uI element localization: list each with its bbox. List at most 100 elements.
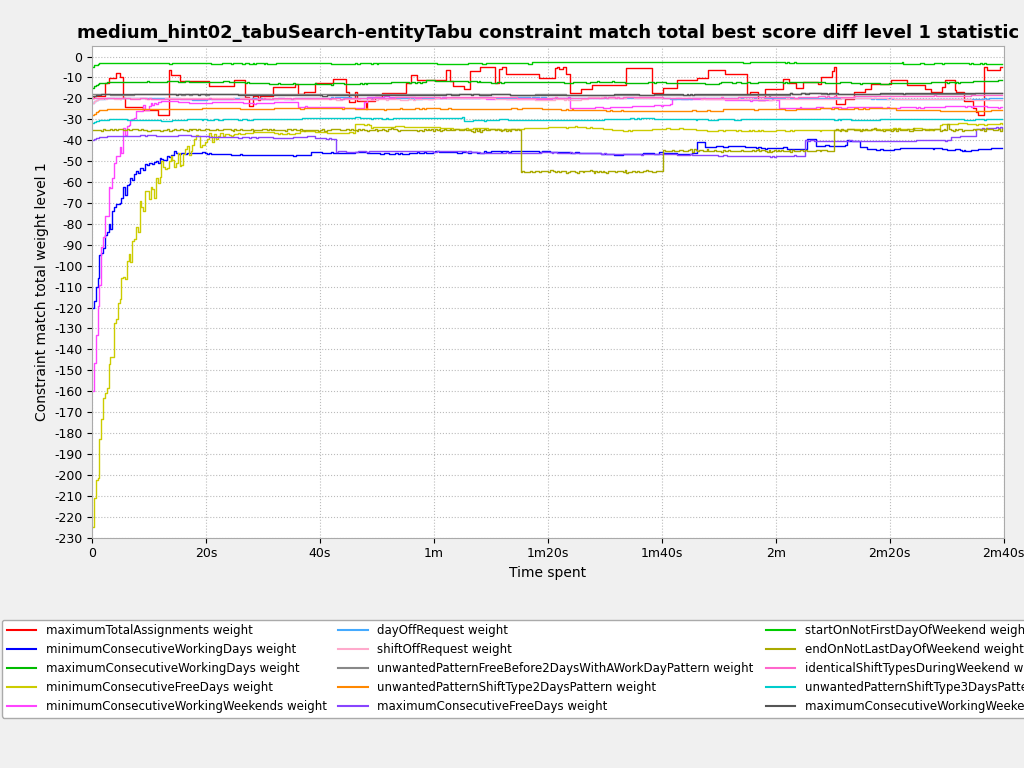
- unwantedPatternFreeBefore2DaysWithAWorkDayPattern weight: [834, 89, 846, 98]
- unwantedPatternShiftType3DaysPattern weight: [86, 119, 98, 128]
- Line: maximumConsecutiveFreeDays weight: maximumConsecutiveFreeDays weight: [92, 127, 1001, 157]
- maximumTotalAssignments weight: [631, 63, 643, 72]
- unwantedPatternFreeBefore2DaysWithAWorkDayPattern weight: [518, 90, 530, 99]
- maximumTotalAssignments weight: [152, 111, 164, 120]
- dayOffRequest weight: [834, 94, 846, 103]
- maximumConsecutiveFreeDays weight: [579, 149, 591, 158]
- unwantedPatternShiftType2DaysPattern weight: [518, 104, 530, 113]
- maximumConsecutiveFreeDays weight: [628, 149, 640, 158]
- unwantedPatternShiftType2DaysPattern weight: [834, 104, 846, 113]
- unwantedPatternFreeBefore2DaysWithAWorkDayPattern weight: [86, 90, 98, 99]
- Line: minimumConsecutiveFreeDays weight: minimumConsecutiveFreeDays weight: [92, 123, 1001, 527]
- minimumConsecutiveWorkingDays weight: [995, 144, 1008, 153]
- Line: shiftOffRequest weight: shiftOffRequest weight: [92, 98, 1001, 103]
- shiftOffRequest weight: [518, 94, 530, 104]
- maximumConsecutiveWorkingDays weight: [425, 75, 437, 84]
- unwantedPatternFreeBefore2DaysWithAWorkDayPattern weight: [523, 90, 536, 99]
- minimumConsecutiveWorkingDays weight: [86, 303, 98, 312]
- Line: maximumTotalAssignments weight: maximumTotalAssignments weight: [92, 67, 1001, 115]
- minimumConsecutiveWorkingDays weight: [808, 134, 820, 144]
- maximumConsecutiveWorkingDays weight: [525, 77, 538, 86]
- Line: unwantedPatternShiftType2DaysPattern weight: unwantedPatternShiftType2DaysPattern wei…: [92, 108, 1001, 115]
- maximumConsecutiveWorkingDays weight: [86, 83, 98, 92]
- Line: identicalShiftTypesDuringWeekend weight: identicalShiftTypesDuringWeekend weight: [92, 94, 1001, 99]
- maximumConsecutiveFreeDays weight: [518, 148, 530, 157]
- maximumTotalAssignments weight: [86, 94, 98, 103]
- endOnNotLastDayOfWeekend weight: [621, 168, 633, 177]
- maximumTotalAssignments weight: [978, 62, 990, 71]
- endOnNotLastDayOfWeekend weight: [995, 124, 1008, 134]
- minimumConsecutiveWorkingDays weight: [834, 141, 846, 151]
- maximumConsecutiveWorkingWeekends weight: [579, 90, 591, 99]
- minimumConsecutiveFreeDays weight: [523, 123, 536, 132]
- maximumTotalAssignments weight: [527, 69, 540, 78]
- startOnNotFirstDayOfWeekend weight: [630, 58, 642, 67]
- unwantedPatternFreeBefore2DaysWithAWorkDayPattern weight: [995, 89, 1008, 98]
- maximumConsecutiveWorkingWeekends weight: [628, 90, 640, 99]
- unwantedPatternShiftType3DaysPattern weight: [352, 113, 365, 122]
- startOnNotFirstDayOfWeekend weight: [523, 59, 536, 68]
- unwantedPatternShiftType3DaysPattern weight: [520, 115, 532, 124]
- dayOffRequest weight: [995, 94, 1008, 103]
- identicalShiftTypesDuringWeekend weight: [525, 94, 538, 103]
- maximumTotalAssignments weight: [582, 84, 594, 94]
- unwantedPatternFreeBefore2DaysWithAWorkDayPattern weight: [976, 89, 988, 98]
- identicalShiftTypesDuringWeekend weight: [630, 92, 642, 101]
- maximumConsecutiveFreeDays weight: [764, 152, 776, 161]
- Legend: maximumTotalAssignments weight, minimumConsecutiveWorkingDays weight, maximumCon: maximumTotalAssignments weight, minimumC…: [2, 620, 1024, 718]
- maximumTotalAssignments weight: [995, 62, 1008, 71]
- dayOffRequest weight: [581, 94, 593, 103]
- identicalShiftTypesDuringWeekend weight: [976, 91, 988, 100]
- maximumConsecutiveFreeDays weight: [976, 124, 988, 133]
- unwantedPatternShiftType2DaysPattern weight: [581, 105, 593, 114]
- dayOffRequest weight: [525, 93, 538, 102]
- minimumConsecutiveFreeDays weight: [976, 120, 988, 129]
- minimumConsecutiveWorkingDays weight: [976, 144, 988, 154]
- identicalShiftTypesDuringWeekend weight: [581, 94, 593, 103]
- Y-axis label: Constraint match total weight level 1: Constraint match total weight level 1: [35, 163, 48, 421]
- minimumConsecutiveFreeDays weight: [953, 118, 966, 127]
- shiftOffRequest weight: [86, 98, 98, 108]
- minimumConsecutiveFreeDays weight: [579, 123, 591, 132]
- unwantedPatternShiftType3DaysPattern weight: [581, 115, 593, 124]
- Line: minimumConsecutiveWorkingWeekends weight: minimumConsecutiveWorkingWeekends weight: [92, 96, 1001, 391]
- startOnNotFirstDayOfWeekend weight: [976, 59, 988, 68]
- maximumConsecutiveWorkingDays weight: [976, 76, 988, 85]
- maximumConsecutiveWorkingDays weight: [834, 78, 846, 87]
- minimumConsecutiveWorkingWeekends weight: [520, 94, 532, 104]
- minimumConsecutiveFreeDays weight: [995, 119, 1008, 128]
- maximumTotalAssignments weight: [836, 99, 848, 108]
- shiftOffRequest weight: [630, 93, 642, 102]
- maximumConsecutiveFreeDays weight: [994, 123, 1007, 132]
- dayOffRequest weight: [520, 93, 532, 102]
- unwantedPatternShiftType3DaysPattern weight: [995, 114, 1008, 123]
- startOnNotFirstDayOfWeekend weight: [834, 58, 846, 68]
- minimumConsecutiveWorkingWeekends weight: [378, 91, 390, 101]
- identicalShiftTypesDuringWeekend weight: [834, 92, 846, 101]
- minimumConsecutiveWorkingWeekends weight: [630, 101, 642, 111]
- endOnNotLastDayOfWeekend weight: [86, 126, 98, 135]
- maximumConsecutiveWorkingWeekends weight: [86, 91, 98, 101]
- maximumConsecutiveFreeDays weight: [523, 149, 536, 158]
- minimumConsecutiveWorkingWeekends weight: [86, 386, 98, 396]
- Line: minimumConsecutiveWorkingDays weight: minimumConsecutiveWorkingDays weight: [92, 139, 1001, 307]
- dayOffRequest weight: [86, 98, 98, 108]
- maximumTotalAssignments weight: [522, 69, 535, 78]
- minimumConsecutiveWorkingWeekends weight: [995, 103, 1008, 112]
- endOnNotLastDayOfWeekend weight: [834, 127, 846, 136]
- maximumConsecutiveFreeDays weight: [995, 123, 1008, 132]
- dayOffRequest weight: [476, 93, 488, 102]
- Line: endOnNotLastDayOfWeekend weight: endOnNotLastDayOfWeekend weight: [92, 124, 1001, 173]
- startOnNotFirstDayOfWeekend weight: [86, 62, 98, 71]
- shiftOffRequest weight: [523, 94, 536, 104]
- shiftOffRequest weight: [995, 95, 1008, 104]
- startOnNotFirstDayOfWeekend weight: [518, 59, 530, 68]
- maximumConsecutiveWorkingWeekends weight: [518, 90, 530, 99]
- endOnNotLastDayOfWeekend weight: [630, 167, 642, 177]
- dayOffRequest weight: [976, 94, 988, 103]
- minimumConsecutiveWorkingWeekends weight: [834, 103, 846, 112]
- unwantedPatternShiftType2DaysPattern weight: [523, 104, 536, 113]
- maximumConsecutiveFreeDays weight: [834, 136, 846, 145]
- unwantedPatternShiftType2DaysPattern weight: [976, 106, 988, 115]
- endOnNotLastDayOfWeekend weight: [941, 119, 953, 128]
